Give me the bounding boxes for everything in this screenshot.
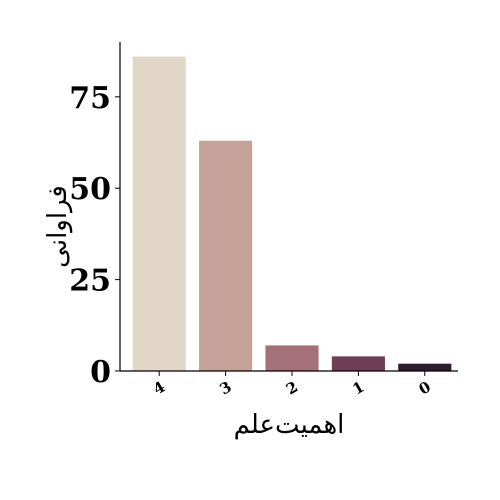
x-tick-label: 0 bbox=[416, 378, 434, 399]
x-tick-label: 2 bbox=[283, 378, 301, 399]
bars-group bbox=[132, 56, 452, 371]
x-tick-label: 1 bbox=[349, 378, 367, 399]
bar-0 bbox=[398, 363, 452, 371]
y-tick-label: 0 bbox=[90, 355, 111, 390]
bar-1 bbox=[331, 356, 385, 371]
y-axis-label: فراوانی bbox=[43, 185, 73, 268]
y-tick-label: 25 bbox=[69, 264, 111, 299]
x-axis-label: اهمیت‌علم bbox=[234, 410, 345, 440]
y-ticks-group: 0 25 50 75 bbox=[69, 81, 120, 390]
y-tick-label: 50 bbox=[69, 172, 111, 207]
bar-2 bbox=[265, 345, 319, 371]
bar-4 bbox=[132, 56, 186, 371]
x-ticks-group: 4 3 2 1 0 bbox=[150, 371, 434, 398]
x-tick-label: 4 bbox=[150, 378, 168, 399]
bar-3 bbox=[199, 140, 253, 371]
y-tick-label: 75 bbox=[69, 81, 111, 116]
x-tick-label: 3 bbox=[217, 378, 235, 399]
